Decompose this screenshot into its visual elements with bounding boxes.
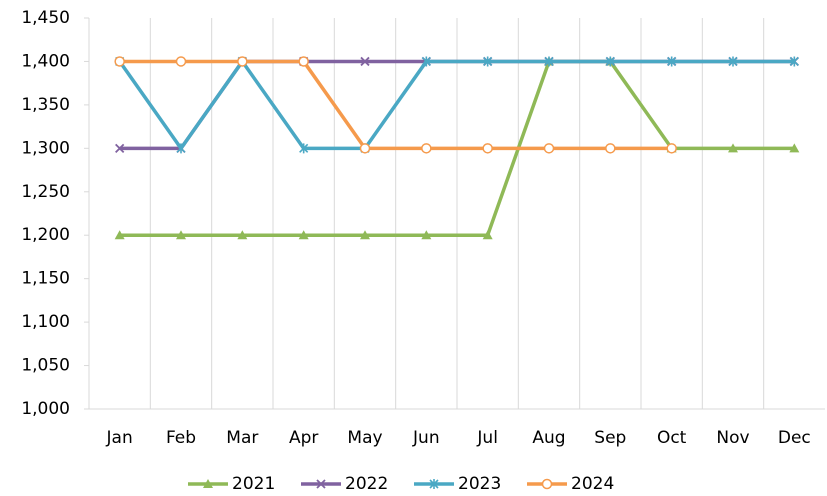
marker <box>543 143 555 154</box>
triangle <box>360 230 370 240</box>
circle-mark <box>298 56 309 67</box>
marker <box>728 56 738 67</box>
y-tick-label: 1,450 <box>21 8 70 28</box>
legend-label: 2021 <box>232 474 275 494</box>
marker <box>176 143 186 154</box>
y-tick-label: 1,200 <box>21 225 70 245</box>
circle-mark <box>666 143 677 154</box>
star-mark <box>667 56 677 67</box>
circle-mark <box>605 143 616 154</box>
star-mark <box>421 56 431 67</box>
marker <box>789 143 800 153</box>
marker <box>237 230 248 240</box>
marker <box>359 143 371 154</box>
marker <box>316 479 326 489</box>
marker <box>421 143 432 154</box>
circle-mark <box>114 56 125 67</box>
triangle <box>298 230 309 240</box>
marker <box>541 478 553 490</box>
star-mark <box>605 56 615 67</box>
marker <box>421 230 432 240</box>
star-mark <box>429 479 439 489</box>
x-tick-label: Feb <box>166 428 196 448</box>
circle-mark <box>421 143 432 154</box>
x-tick-label: Jan <box>106 428 133 448</box>
marker <box>114 230 125 240</box>
marker <box>298 230 309 240</box>
x-mark <box>115 143 125 153</box>
x-tick-label: Mar <box>226 428 258 448</box>
x-tick-label: Dec <box>778 428 811 448</box>
y-tick-label: 1,300 <box>21 138 70 158</box>
triangle <box>789 143 800 153</box>
circle-mark <box>541 478 553 490</box>
star-mark <box>728 56 738 67</box>
triangle <box>728 143 738 153</box>
marker <box>666 143 677 154</box>
marker <box>429 479 439 489</box>
marker <box>298 56 309 67</box>
x-tick-label: Oct <box>657 428 687 448</box>
x-tick-label: Nov <box>716 428 749 448</box>
x-mark <box>360 56 370 67</box>
x-tick-label: Jun <box>412 428 440 448</box>
series-line <box>119 59 795 237</box>
circle-mark <box>175 56 187 67</box>
circle-mark <box>359 143 371 154</box>
marker <box>203 479 213 488</box>
y-tick-label: 1,350 <box>21 95 70 115</box>
series-line <box>118 59 795 151</box>
y-tick-label: 1,250 <box>21 182 70 202</box>
circle-mark <box>237 56 248 67</box>
triangle <box>176 230 186 240</box>
marker <box>176 230 186 240</box>
marker <box>360 230 370 240</box>
series-line <box>119 59 672 151</box>
star-mark <box>789 56 799 67</box>
y-tick-label: 1,100 <box>21 312 70 332</box>
star-mark <box>544 56 554 67</box>
marker <box>789 56 799 67</box>
x-tick-label: Jul <box>476 428 498 448</box>
marker <box>483 56 493 67</box>
marker <box>605 143 616 154</box>
triangle <box>237 230 248 240</box>
marker <box>421 56 431 67</box>
y-tick-label: 1,150 <box>21 269 70 289</box>
marker <box>482 143 493 154</box>
marker <box>482 230 493 240</box>
x-tick-label: Aug <box>532 428 565 448</box>
legend-label: 2023 <box>458 474 501 494</box>
legend-label: 2024 <box>571 474 614 494</box>
y-tick-label: 1,000 <box>21 399 70 419</box>
marker <box>115 143 125 153</box>
triangle <box>482 230 493 240</box>
marker <box>544 56 554 67</box>
x-tick-label: Apr <box>289 428 318 448</box>
circle-mark <box>543 143 555 154</box>
x-tick-label: Sep <box>594 428 626 448</box>
triangle <box>203 479 213 488</box>
marker <box>360 56 370 67</box>
triangle <box>114 230 125 240</box>
legend-label: 2022 <box>345 474 388 494</box>
x-tick-label: May <box>347 428 382 448</box>
star-mark <box>176 143 186 154</box>
y-tick-label: 1,400 <box>21 51 70 71</box>
x-mark <box>316 479 326 489</box>
marker <box>175 56 187 67</box>
marker <box>728 143 738 153</box>
marker <box>237 56 248 67</box>
marker <box>299 143 309 154</box>
marker <box>605 56 615 67</box>
star-mark <box>483 56 493 67</box>
triangle <box>421 230 432 240</box>
y-tick-label: 1,050 <box>21 356 70 376</box>
marker <box>667 56 677 67</box>
star-mark <box>299 143 309 154</box>
circle-mark <box>482 143 493 154</box>
marker <box>114 56 125 67</box>
